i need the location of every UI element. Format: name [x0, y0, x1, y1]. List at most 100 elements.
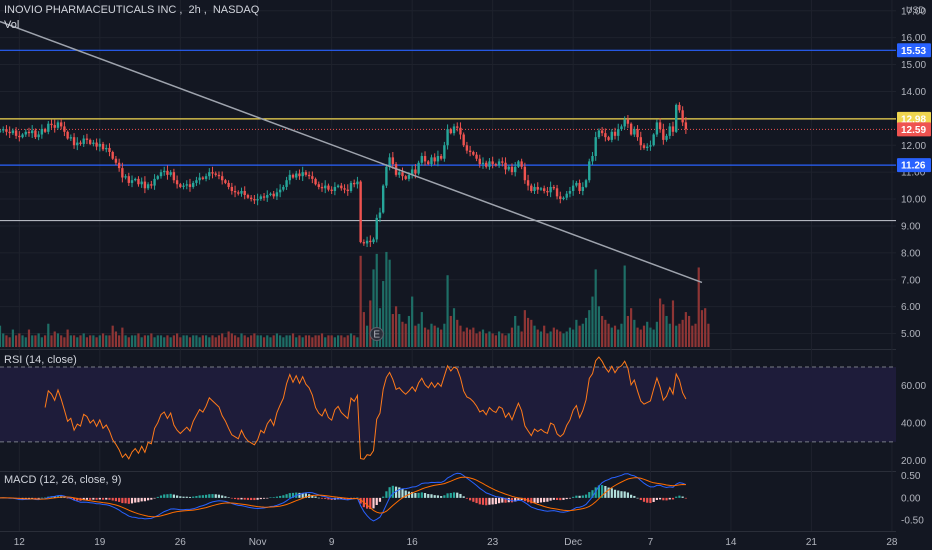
volume-bar — [707, 323, 710, 347]
candle-body — [575, 182, 578, 186]
macd-histogram-bar — [250, 497, 253, 501]
macd-histogram-bar — [127, 497, 130, 504]
price-tick-label: 12.00 — [901, 141, 926, 152]
trendline[interactable] — [0, 20, 703, 284]
macd-histogram-bar — [31, 497, 34, 499]
candle-body — [327, 185, 330, 190]
volume-bar — [50, 335, 53, 347]
trendline-layer[interactable] — [0, 20, 703, 284]
macd-histogram-bar — [575, 495, 578, 498]
volume-bar — [298, 335, 301, 347]
volume-bar — [498, 331, 501, 347]
macd-histogram-bar — [501, 497, 504, 503]
macd-tick-label: -0.50 — [901, 516, 924, 527]
symbol-name[interactable]: INOVIO PHARMACEUTICALS INC — [4, 4, 177, 16]
macd-histogram-bar — [272, 497, 275, 498]
macd-histogram-bar — [240, 497, 243, 500]
volume-bar — [259, 335, 262, 347]
volume-bar — [510, 327, 514, 347]
macd-histogram-bar — [572, 496, 575, 498]
volume-bar — [617, 329, 620, 347]
macd-histogram-bar — [359, 497, 362, 504]
candle-body — [649, 145, 652, 147]
candle-body — [317, 184, 320, 187]
volume-bar — [562, 333, 565, 347]
volume-bar — [217, 335, 221, 347]
candle-body — [578, 182, 581, 191]
volume-bar — [507, 333, 510, 347]
volume-bar — [153, 337, 156, 347]
candle-body — [220, 176, 224, 181]
volume-bar — [188, 337, 192, 347]
candle-body — [343, 188, 346, 190]
volume-bar — [147, 335, 150, 347]
volume-bar — [262, 337, 266, 347]
candle-body — [665, 135, 668, 140]
candle-body — [507, 166, 510, 170]
candle-body — [27, 131, 31, 134]
volume-bar — [295, 337, 298, 347]
volume-bar — [700, 310, 704, 347]
volume-bar — [176, 333, 179, 347]
candle-body — [588, 161, 591, 181]
volume-bar — [172, 335, 175, 347]
candle-body — [111, 151, 114, 159]
macd-histogram-bar — [275, 496, 279, 498]
candle-body — [633, 129, 636, 135]
macd-histogram-bar — [536, 497, 539, 504]
volume-bar — [633, 319, 636, 347]
candle-body — [85, 138, 89, 140]
volume-bar — [662, 304, 665, 347]
macd-histogram-bar — [66, 497, 69, 499]
macd-histogram-bar — [652, 497, 655, 502]
time-tick-label: Nov — [249, 537, 267, 548]
volume-bar — [568, 327, 572, 347]
volume-bar — [72, 335, 76, 347]
volume-bar — [588, 310, 591, 347]
candle-body — [452, 126, 456, 134]
candle-body — [365, 240, 369, 244]
macd-histogram-bar — [89, 497, 92, 500]
macd-histogram-bar — [204, 494, 208, 498]
macd-histogram-bar — [108, 497, 111, 500]
volume-bar — [523, 310, 526, 347]
candle-body — [224, 180, 227, 183]
macd-histogram-bar — [72, 497, 76, 501]
candle-body — [552, 186, 556, 189]
volume-bar — [333, 337, 336, 347]
candle-body — [311, 176, 314, 179]
macd-histogram-bar — [601, 485, 604, 498]
candle-body — [381, 185, 385, 213]
volume-bar — [362, 312, 365, 347]
macd-histogram-bar — [581, 495, 584, 498]
volume-bar — [69, 335, 72, 347]
candle-body — [401, 172, 404, 177]
candle-body — [76, 142, 79, 146]
candle-body — [320, 186, 324, 189]
candle-body — [417, 162, 420, 174]
candle-body — [79, 142, 82, 144]
candle-body — [433, 157, 436, 162]
interval-label[interactable]: 2h — [188, 4, 201, 16]
rsi-label[interactable]: RSI (14, close) — [4, 354, 77, 366]
candle-body — [195, 180, 198, 183]
candle-body — [269, 193, 272, 196]
macd-histogram-bar — [481, 497, 485, 505]
macd-histogram-bar — [34, 497, 37, 499]
macd-histogram-bar — [105, 497, 108, 500]
candle-body — [430, 157, 433, 165]
macd-histogram-bar — [214, 494, 217, 498]
volume-bar — [501, 333, 504, 347]
volume-label[interactable]: Vol — [4, 19, 20, 31]
volume-bar — [18, 333, 21, 347]
rsi-legend: RSI (14, close) — [4, 354, 80, 366]
candle-body — [201, 177, 205, 179]
macd-histogram-bar — [285, 494, 288, 498]
volume-bar — [398, 314, 401, 347]
macd-label[interactable]: MACD (12, 26, close, 9) — [4, 474, 122, 486]
volume-bar — [694, 323, 697, 347]
macd-histogram-bar — [53, 496, 56, 498]
macd-histogram-bar — [459, 493, 462, 498]
price-tick-label: 17.00 — [901, 6, 926, 17]
